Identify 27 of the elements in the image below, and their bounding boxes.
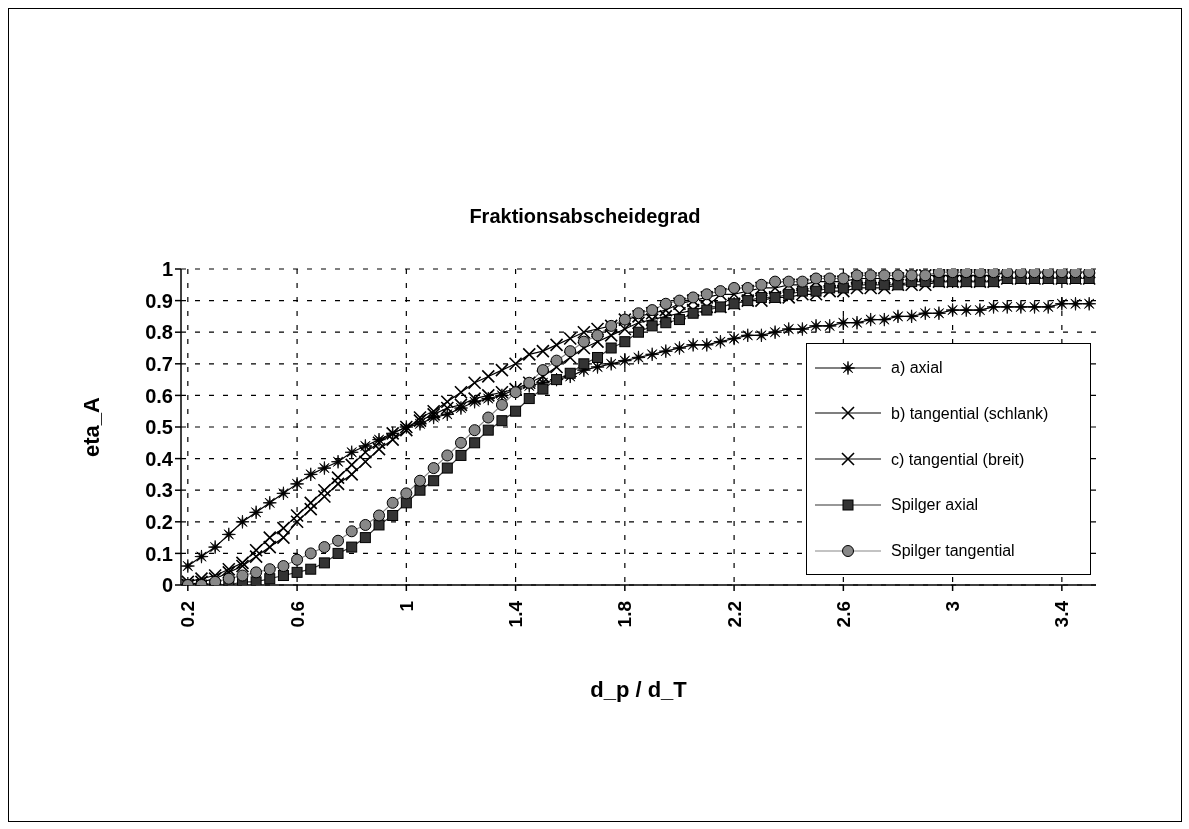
x-tick-label: 3.4 bbox=[1051, 600, 1073, 628]
x-tick-label: 0.6 bbox=[286, 601, 308, 628]
y-tick-label: 0.6 bbox=[145, 384, 173, 407]
y-tick-label: 0.2 bbox=[145, 510, 173, 533]
legend-label: Spilger axial bbox=[891, 495, 979, 515]
y-tick-label: 0.7 bbox=[145, 352, 173, 375]
legend-label: a) axial bbox=[891, 358, 943, 377]
y-axis-title: eta_A bbox=[78, 396, 104, 457]
y-tick-label: 0.4 bbox=[145, 447, 174, 470]
legend-label: c) tangential (breit) bbox=[891, 449, 1025, 469]
x-tick-label: 1.4 bbox=[505, 600, 527, 628]
legend-label: Spilger tangential bbox=[891, 541, 1015, 560]
y-tick-label: 0.5 bbox=[145, 416, 173, 439]
y-tick-label: 0.3 bbox=[145, 479, 173, 502]
y-tick-label: 1 bbox=[161, 258, 173, 281]
x-tick-label: 3 bbox=[942, 601, 964, 612]
y-tick-label: 0.1 bbox=[145, 542, 173, 565]
x-tick-label: 1.8 bbox=[614, 601, 636, 628]
y-tick-label: 0.9 bbox=[145, 289, 173, 312]
chart-title: Fraktionsabscheidegrad bbox=[468, 205, 702, 228]
y-tick-label: 0 bbox=[161, 574, 173, 597]
y-tick-label: 0.8 bbox=[145, 321, 173, 344]
x-tick-label: 1 bbox=[395, 600, 417, 612]
legend-label: b) tangential (schlank) bbox=[891, 403, 1049, 423]
x-tick-label: 2.2 bbox=[723, 601, 745, 628]
x-tick-label: 2.6 bbox=[832, 601, 854, 628]
x-axis-title: d_p / d_T bbox=[590, 677, 688, 702]
